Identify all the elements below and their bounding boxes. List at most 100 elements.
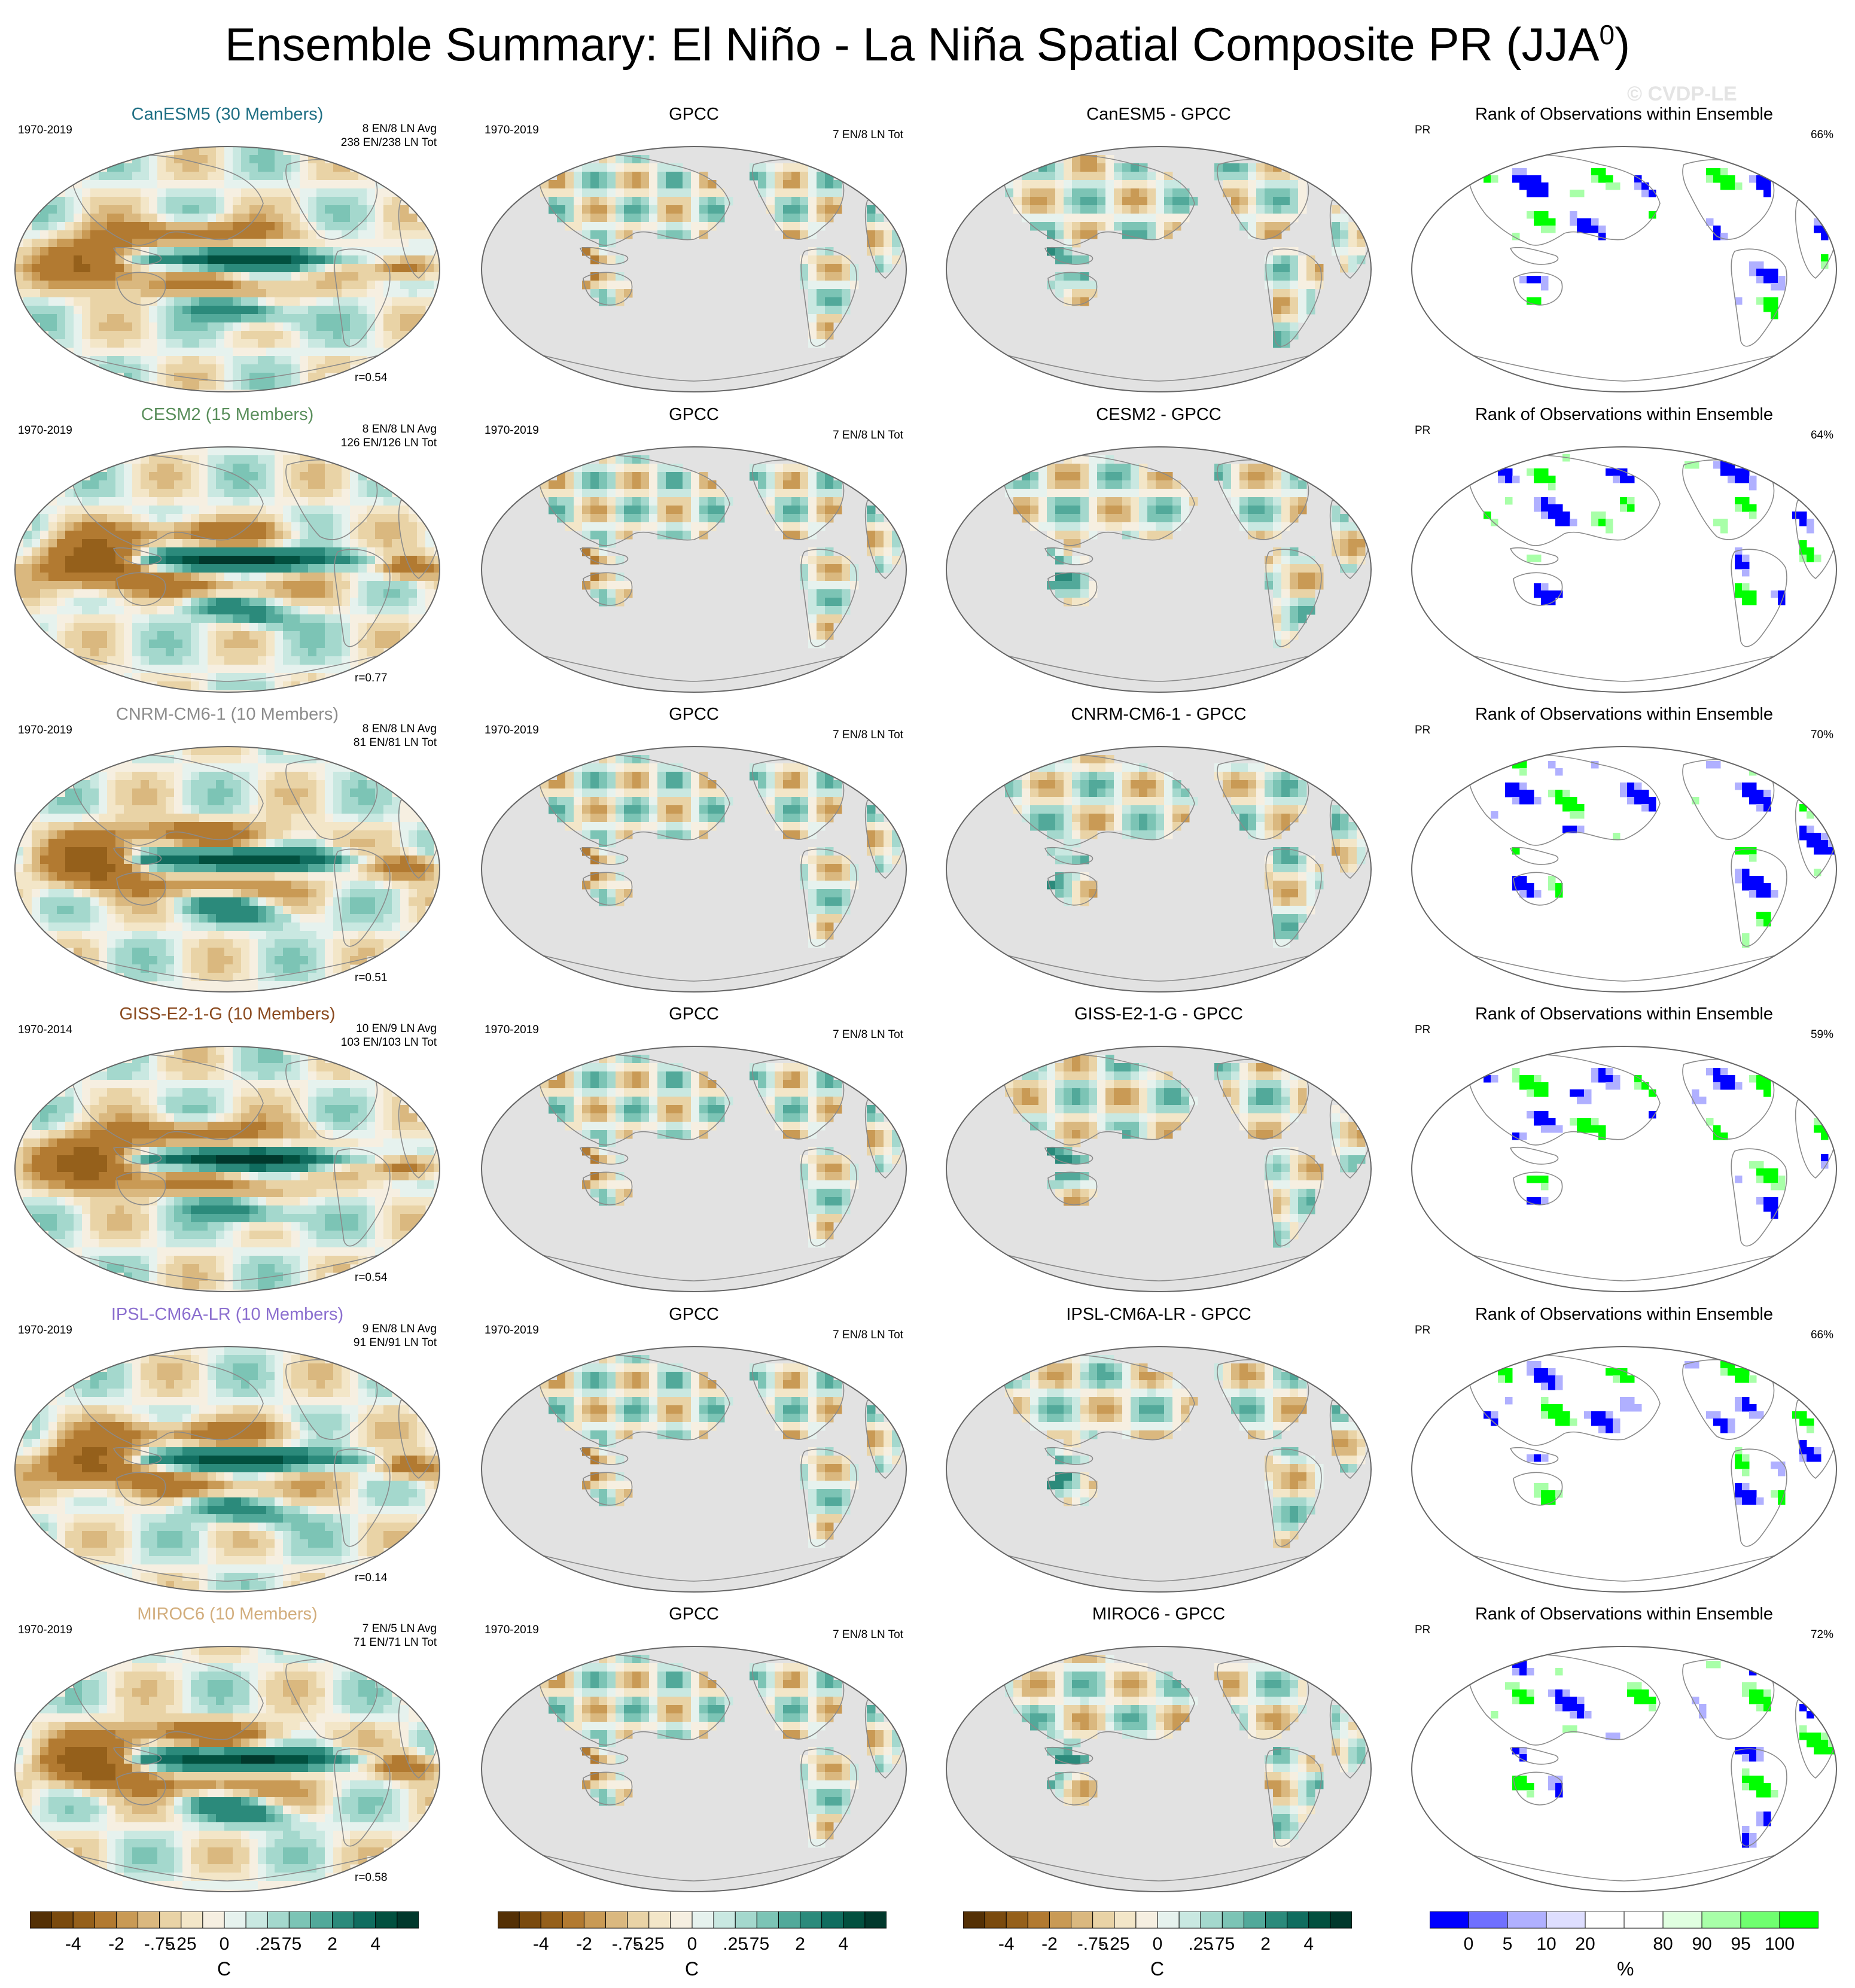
field-cell [342, 264, 351, 273]
field-cell [199, 163, 208, 172]
field-cell [342, 864, 351, 873]
field-cell [342, 830, 351, 839]
field-cell [157, 864, 166, 873]
field-cell [392, 497, 401, 506]
field-cell [599, 556, 608, 565]
field-cell [392, 830, 401, 839]
field-cell [124, 222, 133, 231]
field-cell [149, 830, 158, 839]
field-cell [182, 839, 191, 848]
field-cell [308, 631, 317, 640]
field-cell [1064, 497, 1073, 506]
field-cell [775, 214, 784, 223]
field-cell [1290, 264, 1299, 273]
field-cell [624, 589, 633, 598]
field-cell [333, 648, 342, 657]
field-cell [174, 272, 183, 281]
field-cell [1541, 276, 1549, 284]
field-cell [1164, 522, 1173, 531]
field-cell [590, 522, 599, 531]
field-cell [649, 222, 658, 231]
field-cell [1248, 205, 1257, 214]
field-cell [275, 506, 284, 514]
field-cell [350, 780, 359, 789]
field-cell [1172, 506, 1181, 514]
field-cell [258, 306, 267, 315]
field-cell [208, 598, 217, 607]
field-cell [1562, 519, 1570, 526]
field-cell [1122, 480, 1131, 489]
field-cell [1164, 214, 1173, 223]
field-cell [1728, 182, 1735, 190]
field-cell [808, 598, 817, 607]
field-cell [383, 640, 392, 649]
field-cell [425, 272, 434, 281]
field-cell [57, 631, 66, 640]
field-cell [65, 497, 74, 506]
field-cell [884, 564, 893, 573]
field-cell [291, 247, 300, 256]
field-cell [132, 172, 141, 181]
field-cell [57, 589, 66, 598]
field-cell [124, 788, 133, 797]
field-cell [258, 339, 267, 348]
field-cell [1541, 583, 1549, 591]
field-cell [825, 314, 834, 323]
field-cell [166, 464, 175, 473]
field-cell [115, 763, 124, 772]
field-cell [392, 581, 401, 590]
field-cell [266, 464, 275, 473]
field-cell [191, 314, 200, 323]
field-cell [107, 205, 116, 214]
field-cell [417, 589, 426, 598]
field-cell [1348, 547, 1357, 556]
field-cell [649, 480, 658, 489]
field-cell [90, 272, 99, 281]
field-cell [90, 640, 99, 649]
field-cell [57, 606, 66, 615]
field-cell [132, 556, 141, 565]
field-cell [607, 180, 616, 189]
field-cell [892, 547, 901, 556]
field-cell [124, 589, 133, 598]
field-cell [249, 163, 258, 172]
field-cell [166, 522, 175, 531]
field-cell [149, 464, 158, 473]
field-cell [65, 614, 74, 623]
field-cell [1348, 539, 1357, 548]
field-cell [241, 230, 250, 239]
field-cell [1265, 472, 1274, 481]
field-cell [90, 539, 99, 548]
field-cell [216, 331, 225, 340]
field-cell [199, 747, 208, 756]
field-cell [249, 322, 258, 331]
field-cell [1047, 188, 1056, 197]
field-cell [1047, 214, 1056, 223]
field-cell [1298, 272, 1307, 281]
field-cell [15, 272, 24, 281]
field-cell [316, 522, 325, 531]
field-cell [1064, 573, 1073, 582]
field-cell [1735, 497, 1743, 505]
field-cell [115, 788, 124, 797]
field-cell [308, 648, 317, 657]
field-cell [1038, 497, 1047, 506]
field-cell [308, 914, 317, 923]
field-cell [208, 614, 217, 623]
field-cell [115, 797, 124, 806]
field-cell [1055, 289, 1064, 298]
field-cell [199, 472, 208, 481]
field-cell [182, 614, 191, 623]
field-cell [1139, 222, 1148, 231]
field-cell [1706, 168, 1714, 176]
field-cell [157, 780, 166, 789]
map-diff-svg [946, 146, 1372, 392]
field-cell [316, 356, 325, 365]
field-cell [417, 847, 426, 856]
field-cell [124, 914, 133, 923]
field-cell [1080, 514, 1089, 523]
field-cell [599, 547, 608, 556]
field-cell [383, 606, 392, 615]
field-cell [1181, 489, 1190, 498]
field-cell [316, 606, 325, 615]
